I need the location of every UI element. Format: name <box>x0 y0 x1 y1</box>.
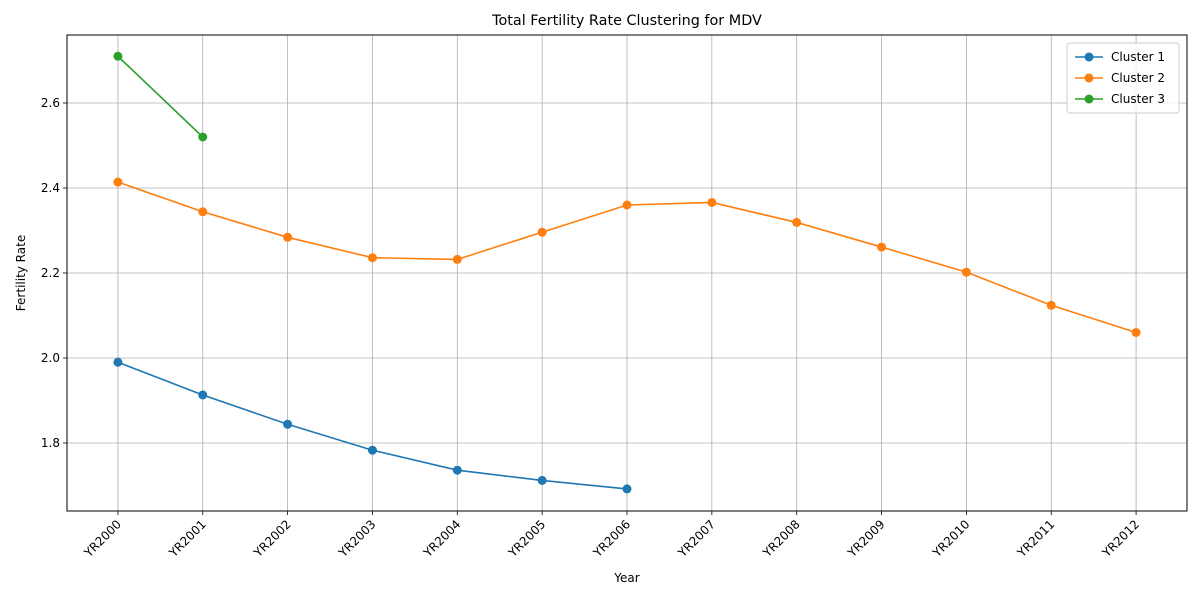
data-point <box>1131 328 1141 337</box>
y-tick-label: 2.0 <box>41 351 60 365</box>
data-point <box>283 232 293 242</box>
legend-label: Cluster 2 <box>1111 71 1165 85</box>
data-point <box>452 465 462 475</box>
series-1 <box>113 357 632 494</box>
data-point <box>198 132 208 142</box>
series-layer <box>113 51 1141 494</box>
grid-lines <box>67 35 1187 511</box>
data-point <box>622 484 632 494</box>
legend-item: Cluster 3 <box>1075 92 1165 106</box>
data-point <box>113 357 123 367</box>
x-axis-title: Year <box>613 571 639 585</box>
series-2 <box>113 177 1141 337</box>
chart-title: Total Fertility Rate Clustering for MDV <box>491 13 762 29</box>
legend-marker <box>1084 73 1094 83</box>
legend-box <box>1066 42 1180 114</box>
data-point <box>113 177 123 187</box>
y-tick-label: 2.6 <box>41 96 60 110</box>
data-point <box>283 419 293 429</box>
series-3 <box>113 51 208 142</box>
legend-marker <box>1084 94 1094 104</box>
y-tick-label: 1.8 <box>41 436 60 450</box>
data-point <box>198 207 208 217</box>
data-point <box>877 242 887 252</box>
legend: Cluster 1 Cluster 2 Cluster 3 <box>1066 42 1180 114</box>
data-point <box>1046 300 1056 310</box>
legend-marker <box>1084 52 1094 62</box>
data-point <box>113 51 123 61</box>
y-tick-label: 2.2 <box>41 266 60 280</box>
data-point <box>367 445 377 455</box>
data-point <box>792 217 802 227</box>
data-point <box>961 267 971 277</box>
data-point <box>367 253 377 263</box>
legend-item: Cluster 2 <box>1075 71 1165 85</box>
y-axis-title: Fertility Rate <box>14 235 28 311</box>
y-tick-label: 2.4 <box>41 181 60 195</box>
data-point <box>537 475 547 485</box>
y-axis: 1.8 2.0 2.2 2.4 2.6 <box>41 96 67 450</box>
data-point <box>537 227 547 237</box>
data-point <box>707 197 717 207</box>
legend-item: Cluster 1 <box>1075 50 1165 64</box>
data-point <box>452 254 462 264</box>
legend-label: Cluster 3 <box>1111 92 1165 106</box>
data-point <box>622 200 632 210</box>
data-point <box>198 390 208 400</box>
legend-label: Cluster 1 <box>1111 50 1165 64</box>
series-line <box>117 55 204 138</box>
